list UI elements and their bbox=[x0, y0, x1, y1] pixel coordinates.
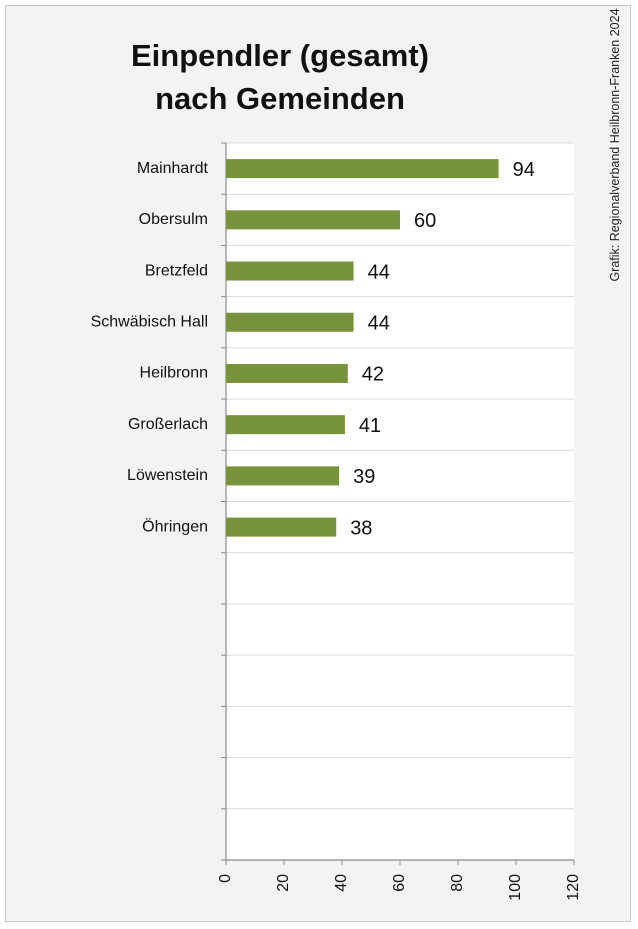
chart-title-line-1: Einpendler (gesamt) bbox=[131, 38, 429, 73]
x-tick-label: 40 bbox=[333, 874, 350, 892]
bar bbox=[226, 517, 337, 537]
category-label: Bretzfeld bbox=[145, 262, 208, 279]
data-label: 39 bbox=[353, 466, 375, 488]
category-label: Löwenstein bbox=[127, 467, 208, 484]
bar bbox=[226, 312, 354, 332]
bar bbox=[226, 210, 400, 230]
data-label: 44 bbox=[368, 313, 390, 335]
x-tick-label: 20 bbox=[275, 874, 292, 892]
x-tick-label: 60 bbox=[391, 874, 408, 892]
chart-title: Einpendler (gesamt) nach Gemeinden bbox=[60, 34, 500, 120]
category-label: Schwäbisch Hall bbox=[91, 313, 208, 330]
data-label: 44 bbox=[368, 261, 390, 283]
data-label: 94 bbox=[513, 159, 535, 181]
category-label: Mainhardt bbox=[137, 160, 209, 177]
bar bbox=[226, 159, 499, 179]
chart-title-line-2: nach Gemeinden bbox=[155, 81, 405, 116]
bar bbox=[226, 466, 340, 486]
category-label: Großerlach bbox=[128, 416, 208, 433]
x-tick-label: 80 bbox=[449, 874, 466, 892]
x-tick-label: 0 bbox=[217, 874, 234, 883]
category-label: Heilbronn bbox=[140, 365, 208, 382]
category-label: Öhringen bbox=[142, 517, 208, 535]
data-label: 42 bbox=[362, 364, 384, 386]
x-tick-label: 100 bbox=[507, 874, 524, 901]
x-tick-label: 120 bbox=[565, 874, 582, 901]
data-label: 41 bbox=[359, 415, 381, 437]
bar bbox=[226, 363, 348, 383]
category-label: Obersulm bbox=[139, 211, 208, 228]
data-label: 38 bbox=[350, 517, 372, 539]
data-label: 60 bbox=[414, 210, 436, 232]
bar bbox=[226, 261, 354, 281]
bar bbox=[226, 415, 345, 435]
